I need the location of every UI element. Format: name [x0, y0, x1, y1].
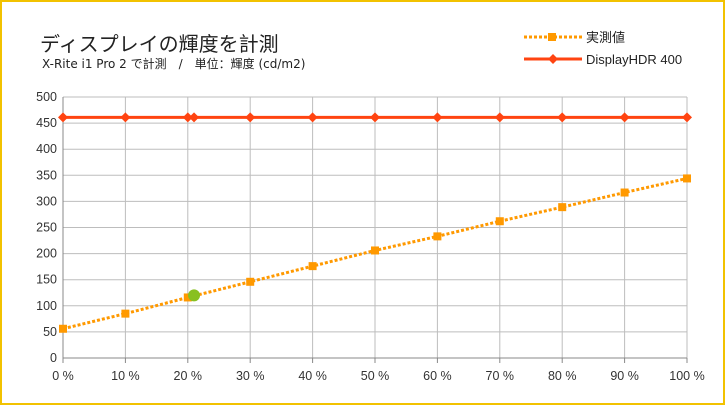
point-marker-measured [620, 188, 629, 197]
point-marker-displayhdr-400 [120, 112, 131, 123]
x-tick-label: 80 % [548, 369, 577, 383]
x-tick-label: 90 % [610, 369, 639, 383]
point-marker-displayhdr-400 [432, 112, 443, 123]
x-tick-label: 40 % [298, 369, 327, 383]
y-tick-label: 0 [50, 351, 57, 365]
y-tick-label: 500 [36, 90, 57, 104]
point-marker-measured [683, 174, 691, 183]
y-tick-label: 250 [36, 221, 57, 235]
y-tick-label: 150 [36, 273, 57, 287]
chart-subtitle: X-Rite i1 Pro 2 で計測 / 単位：輝度 (cd/m2) [42, 57, 306, 71]
y-tick-label: 300 [36, 194, 57, 208]
y-tick-label: 450 [36, 116, 57, 130]
point-marker-displayhdr-400 [307, 112, 318, 123]
x-tick-label: 0 % [52, 369, 74, 383]
point-marker-measured [183, 293, 192, 302]
series-layer [58, 112, 692, 333]
chart-title: ディスプレイの輝度を計測 [40, 32, 279, 56]
highlight-point [188, 289, 201, 302]
y-tick-label: 50 [43, 325, 57, 339]
point-marker-measured [433, 232, 442, 241]
point-marker-displayhdr-400 [58, 112, 68, 123]
point-marker-displayhdr-400 [189, 112, 200, 123]
y-tick-label: 200 [36, 247, 57, 261]
legend-marker-measured [548, 33, 556, 41]
legend-label-hdr: DisplayHDR 400 [586, 52, 682, 67]
point-marker-displayhdr-400 [494, 112, 505, 123]
x-tick-label: 50 % [361, 369, 390, 383]
legend-label-measured: 実測値 [586, 30, 625, 45]
y-tick-label: 350 [36, 168, 57, 182]
point-marker-measured [246, 277, 255, 286]
x-tick-label: 100 % [669, 369, 704, 383]
x-tick-label: 30 % [236, 369, 265, 383]
x-tick-label: 10 % [111, 369, 140, 383]
legend-marker-hdr [548, 54, 558, 64]
point-marker-displayhdr-400 [245, 112, 256, 123]
point-marker-displayhdr-400 [682, 112, 692, 123]
point-marker-displayhdr-400 [370, 112, 380, 123]
point-marker-measured [495, 217, 504, 226]
point-marker-displayhdr-400 [557, 112, 568, 123]
point-marker-displayhdr-400 [619, 112, 630, 123]
grid-lines [62, 96, 688, 359]
point-marker-displayhdr-400 [182, 112, 193, 123]
x-tick-label: 60 % [423, 369, 452, 383]
legend: 実測値 DisplayHDR 400 [524, 30, 682, 67]
x-tick-label: 20 % [174, 369, 203, 383]
y-tick-label: 400 [36, 142, 57, 156]
point-marker-measured [371, 246, 379, 255]
point-marker-measured [59, 324, 67, 333]
y-tick-label: 100 [36, 299, 57, 313]
axes: 0 50 100 150 200 250 300 350 400 450 500 0 % 10 % 20 … [36, 90, 705, 383]
x-tick-label: 70 % [486, 369, 515, 383]
point-marker-measured [558, 203, 567, 212]
point-marker-measured [121, 309, 130, 318]
point-marker-measured [308, 262, 317, 271]
